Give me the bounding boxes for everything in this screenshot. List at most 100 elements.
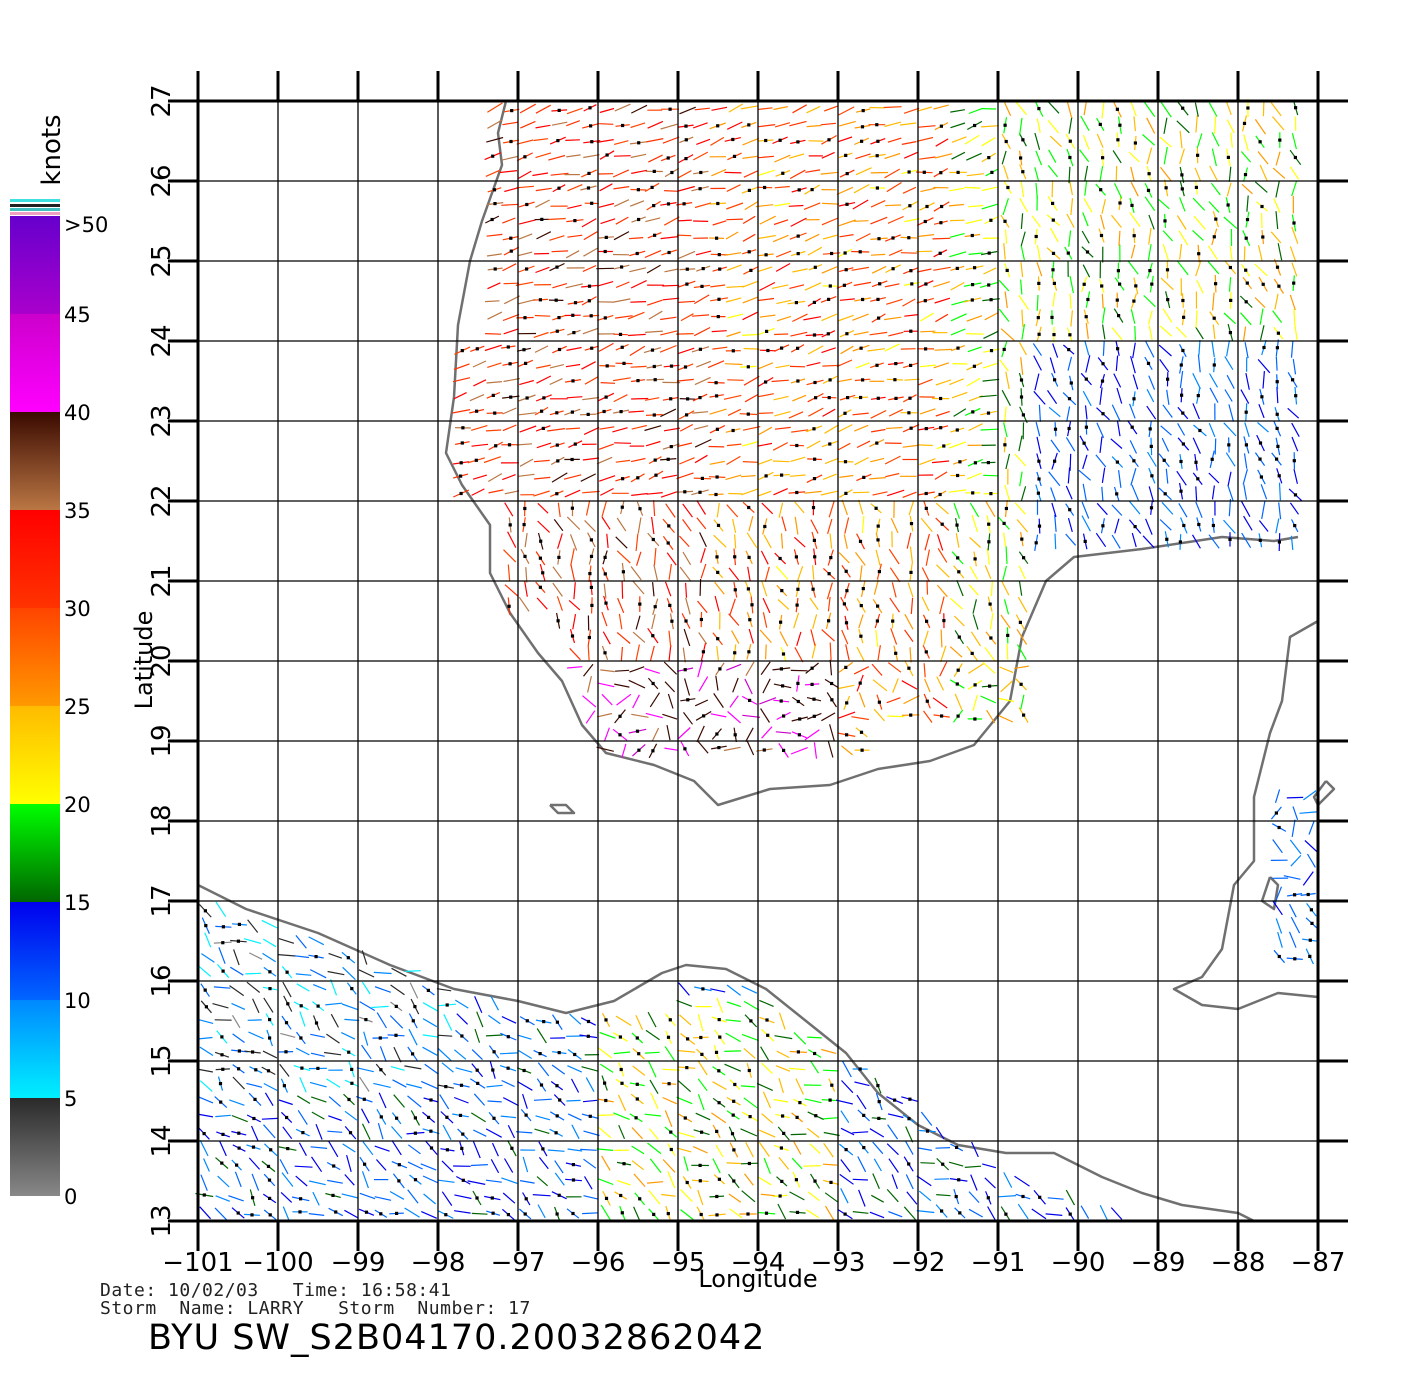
rain-flag (508, 523, 512, 527)
rain-flag (538, 585, 542, 589)
rain-flag (698, 347, 702, 351)
wind-vector (664, 1046, 675, 1061)
wind-vector (328, 952, 343, 959)
rain-flag (717, 1101, 721, 1105)
rain-flag (715, 427, 719, 431)
wind-vector (949, 187, 965, 192)
wind-vector (1275, 180, 1280, 198)
rain-flag (859, 730, 864, 734)
rain-flag (350, 1081, 354, 1085)
wind-vector (1035, 182, 1038, 199)
rain-flag (1182, 523, 1186, 528)
wind-vector (1283, 875, 1301, 880)
wind-vector (613, 155, 631, 157)
wind-vector (231, 1002, 246, 1010)
wind-vector (902, 491, 917, 498)
wind-vector (1017, 596, 1028, 613)
wind-vector (972, 694, 978, 711)
wind-vector (407, 1095, 422, 1108)
rain-flag (795, 1210, 800, 1214)
wind-vector (983, 474, 998, 477)
rain-flag (413, 1116, 417, 1120)
wind-vector (598, 1126, 612, 1139)
rain-flag (764, 380, 768, 384)
colorbar-band (10, 314, 60, 412)
rain-flag (859, 346, 863, 350)
wind-vector (1001, 150, 1007, 165)
wind-vector (582, 264, 597, 272)
wind-vector (1036, 118, 1041, 133)
wind-vector (950, 313, 967, 322)
wind-vector (789, 120, 807, 127)
wind-vector (916, 136, 934, 142)
wind-vector (698, 676, 709, 692)
wind-vector (918, 378, 933, 386)
wind-vector (262, 938, 277, 948)
rain-flag (493, 202, 497, 206)
wind-vector (632, 694, 640, 709)
wind-vector (621, 580, 624, 599)
wind-vector (745, 661, 755, 677)
wind-vector (803, 316, 822, 321)
rain-flag (956, 346, 960, 350)
reef-outline (1260, 876, 1280, 911)
wind-vector (885, 204, 902, 207)
rain-flag (299, 1004, 303, 1008)
rain-flag (747, 188, 751, 192)
rain-flag (220, 1035, 224, 1039)
wind-vector (1096, 502, 1108, 516)
wind-vector (1004, 102, 1012, 116)
rain-flag (813, 1051, 817, 1056)
rain-flag (411, 1019, 415, 1023)
rain-flag (1180, 393, 1184, 397)
wind-vector (667, 693, 674, 709)
rain-flag (300, 1066, 304, 1070)
wind-vector (362, 1141, 374, 1156)
wind-vector (1194, 167, 1202, 182)
wind-vector (1148, 486, 1155, 503)
wind-vector (1225, 452, 1236, 467)
rain-flag (716, 637, 720, 641)
wind-vector (485, 1034, 503, 1037)
wind-vector (633, 1206, 641, 1221)
rain-flag (1034, 541, 1038, 545)
wind-vector (727, 313, 744, 319)
rain-flag (893, 378, 897, 382)
wind-vector (360, 1108, 370, 1124)
wind-vector (920, 312, 934, 322)
wind-vector (748, 516, 754, 532)
wind-vector (1308, 821, 1315, 835)
rain-flag (939, 171, 943, 175)
wind-vector (549, 235, 565, 241)
wind-vector (824, 424, 840, 434)
wind-vector (889, 567, 901, 583)
wind-vector (631, 1145, 645, 1155)
rain-flag (1294, 394, 1298, 398)
rain-flag (685, 267, 689, 271)
island-outline (549, 803, 576, 815)
wind-vector (888, 1158, 899, 1173)
lat-tick-label: 16 (147, 964, 177, 997)
wind-vector (487, 362, 502, 368)
rain-flag (733, 1082, 737, 1087)
wind-vector (772, 442, 788, 451)
wind-vector (796, 566, 804, 583)
wind-vector (566, 154, 581, 158)
wind-vector (940, 629, 943, 648)
rain-flag (635, 1097, 639, 1101)
wind-vector (940, 645, 947, 663)
wind-vector (726, 455, 741, 466)
rain-flag (314, 955, 318, 959)
wind-vector (837, 442, 851, 451)
wind-vector (616, 1179, 631, 1186)
wind-vector (569, 534, 578, 551)
rain-flag (1006, 185, 1010, 190)
rain-flag (429, 1146, 434, 1150)
rain-flag (1034, 234, 1038, 239)
rain-flag (1006, 633, 1010, 637)
wind-vector (646, 264, 661, 274)
wind-vector (838, 424, 853, 433)
rain-flag (862, 475, 866, 479)
rain-flag (907, 1162, 911, 1166)
rain-flag (891, 267, 895, 271)
